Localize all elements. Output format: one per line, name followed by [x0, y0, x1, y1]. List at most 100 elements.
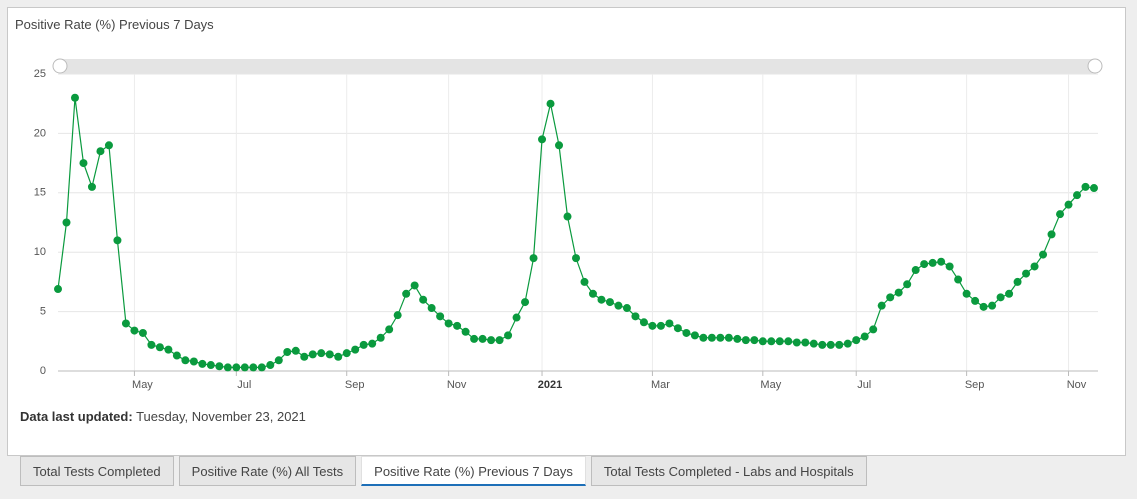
point	[138, 328, 147, 337]
point	[512, 313, 521, 322]
point	[588, 289, 597, 298]
point	[402, 289, 411, 298]
point	[937, 257, 946, 266]
point	[852, 336, 861, 345]
tab[interactable]: Positive Rate (%) All Tests	[178, 456, 357, 486]
point	[920, 260, 929, 269]
point	[945, 262, 954, 271]
point	[521, 298, 530, 307]
point	[1005, 289, 1014, 298]
x-tick-label: Nov	[1067, 379, 1087, 391]
point	[971, 296, 980, 305]
point	[631, 312, 640, 321]
point	[860, 332, 869, 341]
point	[707, 333, 716, 342]
x-tick-label: Jul	[857, 379, 871, 391]
point	[988, 301, 997, 310]
point	[826, 340, 835, 349]
point	[996, 293, 1005, 302]
y-tick-label: 25	[34, 68, 46, 80]
point	[673, 324, 682, 333]
point	[682, 328, 691, 337]
x-tick-label: Sep	[345, 379, 365, 391]
point	[181, 356, 190, 365]
point	[215, 362, 224, 371]
point	[622, 304, 631, 313]
point	[70, 93, 79, 102]
last-updated-label: Data last updated:	[20, 409, 133, 424]
point	[266, 361, 275, 370]
point	[334, 352, 343, 361]
point	[563, 212, 572, 221]
point	[656, 321, 665, 330]
point	[325, 350, 334, 359]
last-updated: Data last updated: Tuesday, November 23,…	[20, 409, 306, 424]
slider-handle[interactable]	[1087, 58, 1103, 74]
point	[393, 311, 402, 320]
point	[750, 336, 759, 345]
point	[801, 338, 810, 347]
point	[529, 254, 538, 263]
point	[835, 340, 844, 349]
point	[240, 363, 249, 372]
point	[291, 346, 300, 355]
point	[1022, 269, 1031, 278]
point	[538, 135, 547, 144]
point	[1081, 182, 1090, 191]
slider-handle[interactable]	[52, 58, 68, 74]
point	[639, 318, 648, 327]
tab[interactable]: Total Tests Completed	[20, 456, 174, 486]
point	[172, 351, 181, 360]
range-slider[interactable]	[60, 59, 1097, 74]
point	[911, 266, 920, 275]
chart-title: Positive Rate (%) Previous 7 Days	[15, 17, 214, 32]
point	[198, 359, 207, 368]
point	[164, 345, 173, 354]
y-tick-label: 5	[40, 306, 46, 318]
chart: 0 5 10 15 20 25 May Jul Sep Nov 2021 Mar May Jul Sep No…	[34, 58, 1103, 391]
point	[894, 288, 903, 297]
point	[809, 339, 818, 348]
point	[869, 325, 878, 334]
point	[130, 326, 139, 335]
point	[470, 334, 479, 343]
y-tick-label: 15	[34, 187, 46, 199]
x-tick-label: May	[760, 379, 781, 391]
y-tick-label: 10	[34, 246, 46, 258]
point	[1013, 277, 1022, 286]
point	[546, 99, 555, 108]
point	[359, 340, 368, 349]
point	[699, 333, 708, 342]
x-tick-label: Mar	[651, 379, 670, 391]
point	[1047, 230, 1056, 239]
chart-panel: Positive Rate (%) Previous 7 Days 0 5 10 15…	[7, 7, 1126, 456]
point	[775, 337, 784, 346]
x-tick-label: 2021	[538, 379, 562, 391]
point	[741, 336, 750, 345]
point	[87, 182, 96, 191]
point	[690, 331, 699, 340]
point	[232, 363, 241, 372]
point	[376, 333, 385, 342]
point	[300, 352, 309, 361]
point	[453, 321, 462, 330]
point	[784, 337, 793, 346]
point	[155, 343, 164, 352]
point	[419, 295, 428, 304]
point	[614, 301, 623, 310]
point	[104, 141, 113, 150]
tab[interactable]: Total Tests Completed - Labs and Hospita…	[590, 456, 867, 486]
point	[843, 339, 852, 348]
point	[648, 321, 657, 330]
point	[572, 254, 580, 263]
point	[495, 336, 504, 345]
y-tick-label: 0	[40, 365, 46, 377]
point	[903, 280, 912, 289]
point	[223, 363, 232, 372]
x-tick-label: Jul	[237, 379, 251, 391]
point	[580, 277, 589, 286]
point	[716, 333, 725, 342]
point	[487, 336, 496, 345]
point	[979, 302, 988, 311]
tab[interactable]: Positive Rate (%) Previous 7 Days	[361, 456, 586, 486]
